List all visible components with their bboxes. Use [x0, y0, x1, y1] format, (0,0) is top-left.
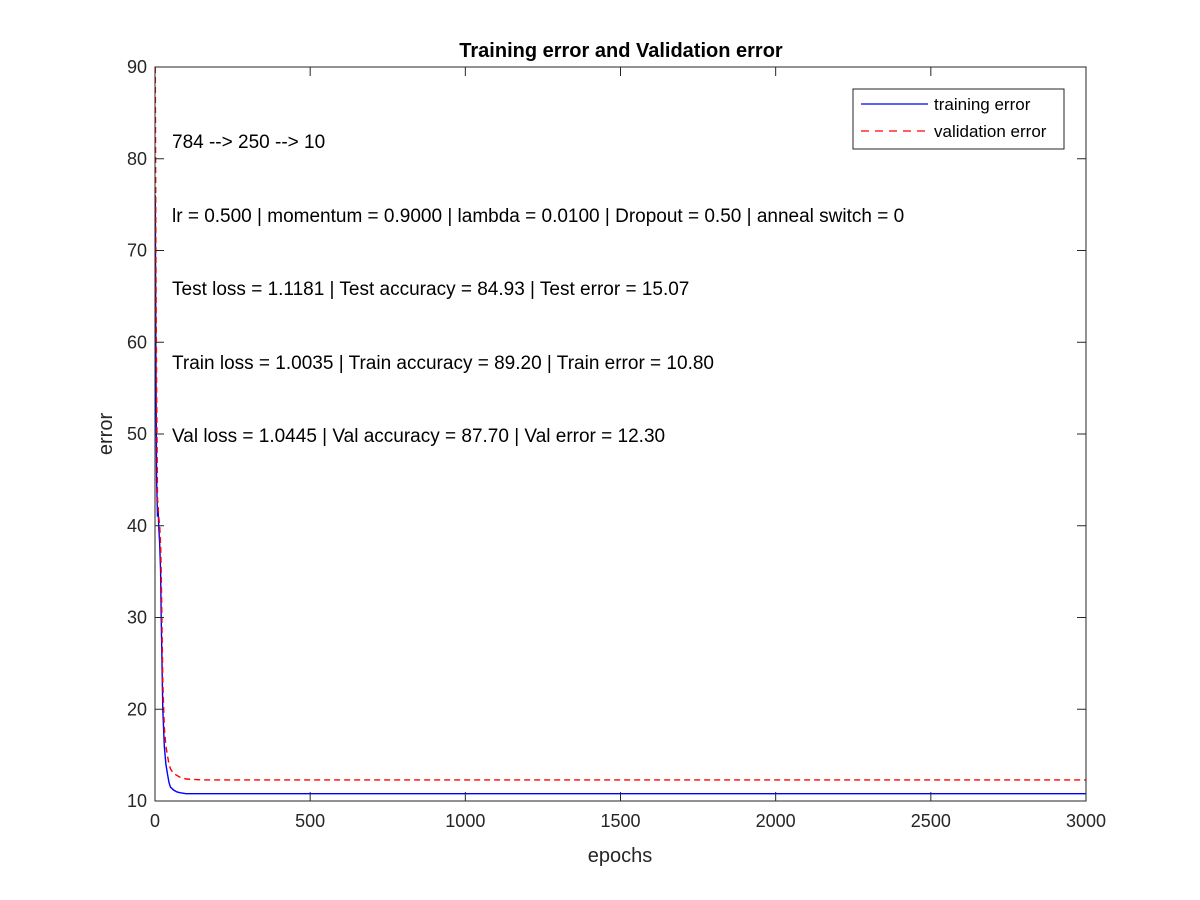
annotation-line: Train loss = 1.0035 | Train accuracy = 8… [172, 353, 714, 374]
y-tick-label: 40 [127, 516, 147, 536]
axes-background [155, 67, 1086, 801]
legend-label-validation: validation error [934, 122, 1047, 141]
legend-box [852, 88, 1065, 150]
x-tick-label: 0 [150, 811, 160, 831]
y-tick-label: 20 [127, 699, 147, 719]
x-tick-label: 1500 [600, 811, 640, 831]
annotation-line: Test loss = 1.1181 | Test accuracy = 84.… [172, 279, 689, 300]
series-line-training-error [154, 195, 1086, 795]
x-tick-label: 1000 [445, 811, 485, 831]
x-axis-label: epochs [588, 845, 653, 867]
y-tick-label: 60 [127, 332, 147, 352]
y-tick-label: 30 [127, 608, 147, 628]
x-tick-label: 2000 [756, 811, 796, 831]
x-tick-label: 3000 [1066, 811, 1106, 831]
series-layer [154, 66, 1086, 795]
chart-title: Training error and Validation error [459, 40, 783, 62]
x-tick-label: 2500 [911, 811, 951, 831]
annotation-line: 784 --> 250 --> 10 [172, 132, 325, 153]
tick-layer: 0 500 1000 1500 2000 2500 3000 10 20 30 40 50 60 70 80… [127, 57, 1106, 831]
y-tick-label: 50 [127, 424, 147, 444]
y-tick-label: 10 [127, 791, 147, 811]
legend: training error validation error [852, 88, 1065, 150]
y-tick-label: 90 [127, 57, 147, 77]
y-tick-label: 70 [127, 241, 147, 261]
annotation-line: lr = 0.500 | momentum = 0.9000 | lambda … [172, 206, 904, 227]
annotation-line: Val loss = 1.0445 | Val accuracy = 87.70… [172, 426, 665, 447]
y-tick-label: 80 [127, 149, 147, 169]
x-tick-label: 500 [295, 811, 325, 831]
series-line-validation-error [154, 66, 1086, 781]
annotation-layer: 784 --> 250 --> 10 lr = 0.500 | momentum … [172, 132, 904, 447]
legend-label-training: training error [934, 95, 1031, 114]
y-axis-label: error [95, 413, 117, 456]
plot-area: 784 --> 250 --> 10 lr = 0.500 | momentum … [127, 57, 1106, 831]
